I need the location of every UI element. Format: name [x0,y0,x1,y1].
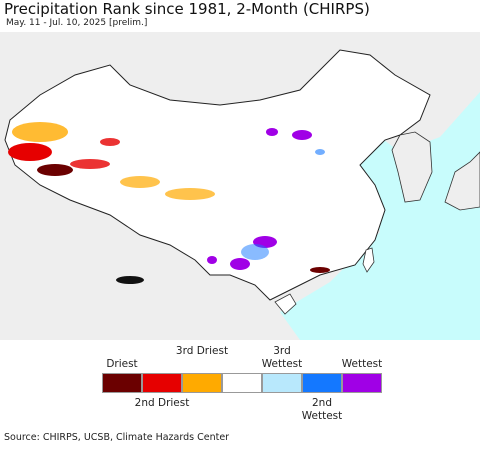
title: Precipitation Rank since 1981, 2-Month (… [4,0,370,18]
subtitle: May. 11 - Jul. 10, 2025 [prelim.] [6,18,148,28]
legend-label: Driest [106,358,138,370]
legend-swatch [222,373,262,393]
korea [391,131,433,203]
legend-swatch [142,373,182,393]
legend-label: Wettest [341,358,383,370]
japan [444,151,480,211]
legend-swatch [342,373,382,393]
china [4,49,431,301]
source: Source: CHIRPS, UCSB, Climate Hazards Ce… [4,432,230,443]
dry-anomalies [8,122,330,284]
legend-swatch [182,373,222,393]
map [0,32,480,340]
wet-anomalies [207,128,325,270]
legend-label: 2nd Driest [134,397,190,409]
legend-swatch [102,373,142,393]
taiwan [362,247,375,273]
legend-swatch [262,373,302,393]
legend-label: 2nd Wettest [301,397,343,422]
hainan [274,293,297,315]
legend-swatch [302,373,342,393]
legend-label: 3rd Wettest [261,345,303,370]
legend-label: 3rd Driest [175,345,229,357]
